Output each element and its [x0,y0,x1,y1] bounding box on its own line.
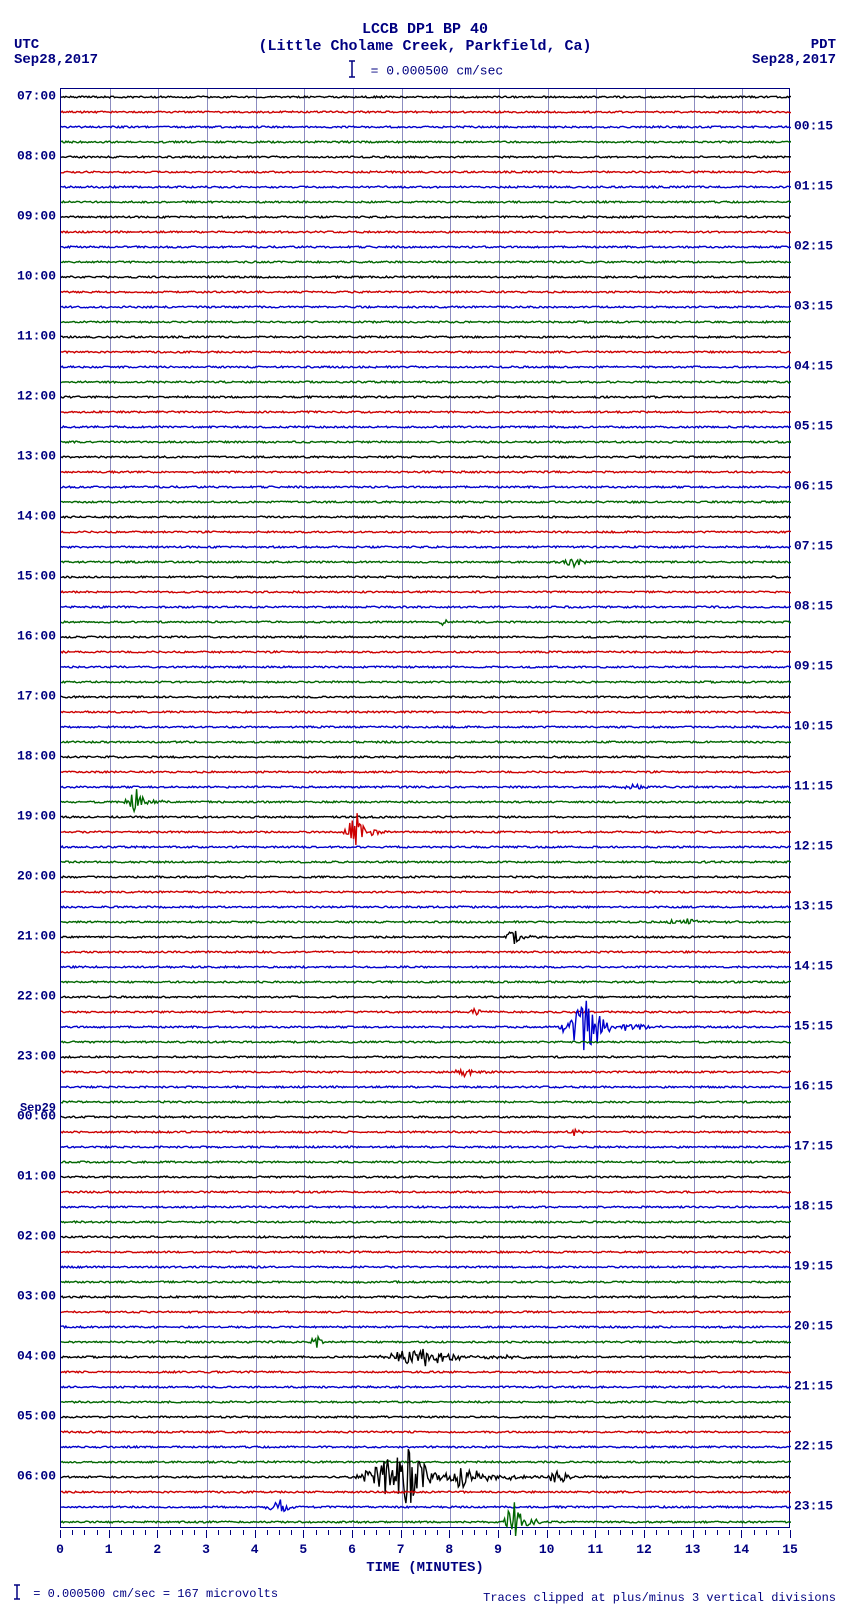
x-tick-label: 2 [153,1542,161,1557]
right-hour-label: 05:15 [794,418,833,433]
right-hour-label: 18:15 [794,1198,833,1213]
right-hour-label: 02:15 [794,238,833,253]
left-hour-label: 09:00 [17,208,56,223]
x-tick-label: 0 [56,1542,64,1557]
x-axis-title: TIME (MINUTES) [60,1560,790,1576]
right-hour-label: 19:15 [794,1258,833,1273]
right-time-labels: 00:15 01:15 02:15 03:15 04:15 05:15 06:15 07:15… [792,88,850,1528]
x-tick-label: 5 [299,1542,307,1557]
x-tick-label: 13 [685,1542,701,1557]
left-hour-label: 07:00 [17,88,56,103]
x-tick-label: 8 [445,1542,453,1557]
right-hour-label: 11:15 [794,778,833,793]
x-tick-label: 12 [636,1542,652,1557]
footer-right: Traces clipped at plus/minus 3 vertical … [483,1591,836,1605]
right-hour-label: 12:15 [794,838,833,853]
right-hour-label: 04:15 [794,358,833,373]
right-hour-label: 01:15 [794,178,833,193]
right-hour-label: 21:15 [794,1378,833,1393]
left-hour-label: 04:00 [17,1348,56,1363]
x-tick-label: 3 [202,1542,210,1557]
left-hour-label: 22:00 [17,988,56,1003]
right-hour-label: 23:15 [794,1498,833,1513]
footer-left: = 0.000500 cm/sec = 167 microvolts [8,1583,278,1605]
x-tick-label: 6 [348,1542,356,1557]
traces [61,89,789,1527]
right-hour-label: 03:15 [794,298,833,313]
left-hour-label: 12:00 [17,388,56,403]
left-hour-label: 16:00 [17,628,56,643]
left-hour-label: 06:00 [17,1468,56,1483]
left-hour-label: 11:00 [17,328,56,343]
right-hour-label: 13:15 [794,898,833,913]
left-date-change: Sep29 [0,1102,56,1114]
x-tick-label: 4 [251,1542,259,1557]
right-hour-label: 22:15 [794,1438,833,1453]
x-tick-label: 14 [734,1542,750,1557]
left-hour-label: 19:00 [17,808,56,823]
right-hour-label: 15:15 [794,1018,833,1033]
right-hour-label: 06:15 [794,478,833,493]
right-hour-label: 08:15 [794,598,833,613]
left-hour-label: 03:00 [17,1288,56,1303]
x-axis: TIME (MINUTES) 0123456789101112131415 [60,1530,790,1582]
left-hour-label: 08:00 [17,148,56,163]
left-hour-label: 01:00 [17,1168,56,1183]
x-tick-label: 10 [539,1542,555,1557]
x-tick-label: 15 [782,1542,798,1557]
right-hour-label: 16:15 [794,1078,833,1093]
seismogram-plot [60,88,790,1528]
left-hour-label: 05:00 [17,1408,56,1423]
x-tick-label: 11 [588,1542,604,1557]
scale-bar-icon [12,1583,22,1605]
left-hour-label: 23:00 [17,1048,56,1063]
left-hour-label: 02:00 [17,1228,56,1243]
x-tick-label: 7 [397,1542,405,1557]
left-hour-label: 15:00 [17,568,56,583]
right-hour-label: 10:15 [794,718,833,733]
right-hour-label: 09:15 [794,658,833,673]
x-tick-label: 1 [105,1542,113,1557]
left-hour-label: 18:00 [17,748,56,763]
left-hour-label: 21:00 [17,928,56,943]
seismogram-page: LCCB DP1 BP 40 (Little Cholame Creek, Pa… [0,0,850,1613]
left-hour-label: 10:00 [17,268,56,283]
left-hour-label: 20:00 [17,868,56,883]
left-hour-label: 17:00 [17,688,56,703]
right-hour-label: 07:15 [794,538,833,553]
x-tick-label: 9 [494,1542,502,1557]
right-hour-label: 00:15 [794,118,833,133]
left-time-labels: 07:00 08:00 09:00 10:00 11:00 12:00 13:00 14:00… [0,88,58,1528]
right-hour-label: 17:15 [794,1138,833,1153]
right-hour-label: 14:15 [794,958,833,973]
right-hour-label: 20:15 [794,1318,833,1333]
left-hour-label: 14:00 [17,508,56,523]
left-hour-label: 13:00 [17,448,56,463]
footer-left-text: = 0.000500 cm/sec = 167 microvolts [33,1587,278,1601]
